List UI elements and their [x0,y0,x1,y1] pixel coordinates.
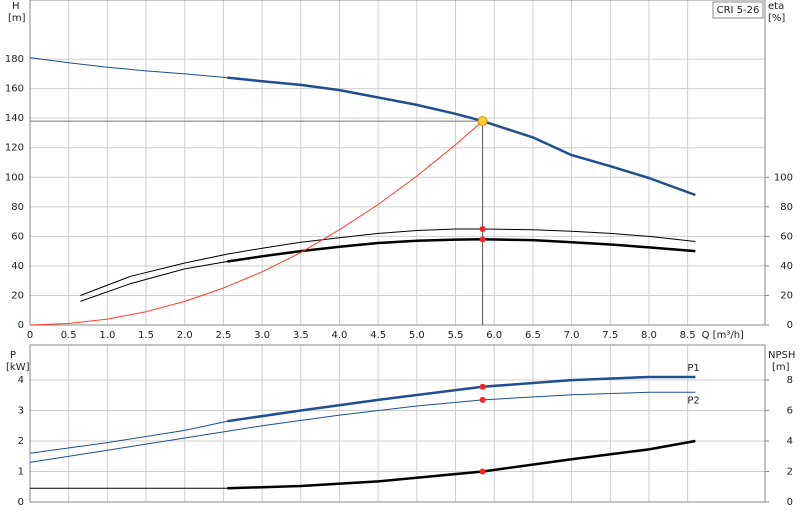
x-tick-label: 1.5 [138,330,154,341]
x-tick-label: 3.0 [254,330,270,341]
series-line [29,391,696,463]
x-tick-label: 8.0 [641,330,657,341]
y-axis-label: P [10,350,16,361]
x-tick-label: 6.5 [525,330,541,341]
y-tick-label: 80 [11,202,24,213]
y-tick-label: 60 [11,231,24,242]
y-tick-label: 180 [5,54,24,65]
series-line [80,228,696,296]
series-line [80,261,228,302]
series-line [29,420,228,454]
x-tick-label: 4.0 [332,330,348,341]
operating-point [479,396,486,403]
y2-tick-label: 2 [787,467,793,478]
y2-tick-label: 0 [787,497,793,508]
y-tick-label: 0 [18,497,24,508]
x-tick-label: 2.5 [215,330,231,341]
x-tick-label: 8.5 [680,330,696,341]
x-tick-label: 2.0 [177,330,193,341]
y-axis-label: H [12,1,20,12]
y-tick-label: 0 [18,320,24,331]
x-tick-label: 0 [27,330,33,341]
y-tick-label: 140 [5,113,24,124]
y2-axis-label: [m] [772,362,790,373]
x-tick-label: 7.0 [564,330,580,341]
operating-point [479,236,486,243]
y-tick-label: 100 [5,172,24,183]
y2-tick-label: 8 [787,375,793,386]
y2-tick-label: 4 [787,436,793,447]
series-label: P2 [687,395,699,406]
x-tick-label: 5.5 [448,330,464,341]
x-tick-label: 3.5 [293,330,309,341]
x-axis-label: Q [m³/h] [702,330,744,341]
y-tick-label: 3 [18,406,24,417]
x-tick-label: 5.0 [409,330,425,341]
y2-tick-label: 20 [780,290,793,301]
y-tick-label: 120 [5,143,24,154]
y-tick-label: 40 [11,261,24,272]
operating-point [479,468,486,475]
y2-tick-label: 40 [780,261,793,272]
y-axis-label: [m] [8,13,26,24]
y2-axis-label: [%] [768,13,785,24]
operating-point [479,225,486,232]
y2-tick-label: 6 [787,406,793,417]
operating-point [479,383,486,390]
x-tick-label: 1.0 [99,330,115,341]
y-tick-label: 20 [11,290,24,301]
x-tick-label: 6.0 [486,330,502,341]
y2-tick-label: 0 [787,320,793,331]
y2-tick-label: 60 [780,231,793,242]
y-tick-label: 2 [18,436,24,447]
x-tick-label: 7.5 [602,330,618,341]
series-line [29,120,483,326]
y-tick-label: 4 [18,375,24,386]
y-tick-label: 1 [18,467,24,478]
chart-title: CRI 5-26 [717,5,760,16]
operating-point [477,116,488,127]
series-line [227,76,696,197]
y2-tick-label: 80 [780,202,793,213]
y2-tick-label: 100 [774,172,793,183]
series-line [29,57,228,79]
plot-frame [29,344,766,503]
y-tick-label: 160 [5,84,24,95]
y2-axis-label: eta [768,1,784,12]
plot-frame [29,0,766,326]
x-tick-label: 4.5 [370,330,386,341]
y-axis-label: [kW] [6,362,30,373]
y2-axis-label: NPSH [768,350,795,361]
series-line [227,238,696,263]
title-box [712,1,764,19]
x-tick-label: 0.5 [61,330,77,341]
series-label: P1 [687,363,699,374]
